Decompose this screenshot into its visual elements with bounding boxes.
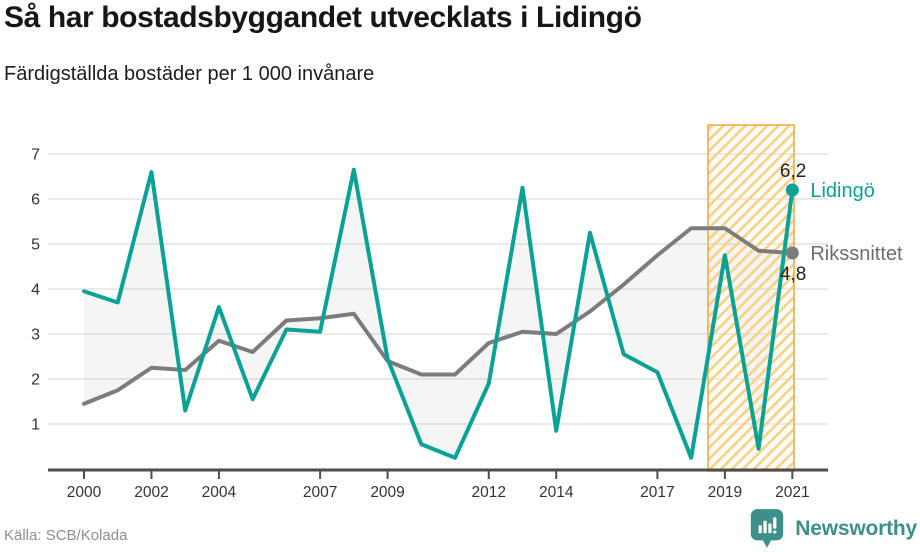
x-axis-label: 2009 — [370, 484, 404, 501]
x-axis-label: 2021 — [775, 484, 809, 501]
y-axis-labels: 1 2 3 4 5 6 7 — [31, 147, 40, 434]
series-end-value-lidingo: 6,2 — [780, 161, 806, 182]
y-axis-label: 4 — [31, 282, 40, 299]
series-name-label-lidingo: Lidingö — [810, 180, 875, 202]
newsworthy-bubble-chart-icon — [751, 509, 784, 548]
x-axis: 2000 2002 2004 2007 2009 2012 2014 2017 2019 2021 — [48, 468, 828, 501]
chart-title: Så har bostadsbyggandet utvecklats i Lid… — [4, 1, 642, 34]
chart-subtitle: Färdigställda bostäder per 1 000 invånar… — [4, 63, 375, 85]
series-line-lidingo — [82, 167, 795, 460]
x-axis-label: 2002 — [134, 484, 168, 501]
source-note: Källa: SCB/Kolada — [4, 527, 128, 544]
y-axis-label: 1 — [31, 417, 40, 434]
series-name-label-rikssnittet: Rikssnittet — [810, 243, 903, 265]
newsworthy-logo: Newsworthy — [748, 508, 917, 549]
newsworthy-wordmark: Newsworthy — [795, 516, 917, 540]
x-axis-label: 2019 — [708, 484, 742, 501]
y-axis-label: 3 — [31, 327, 40, 344]
y-axis-label: 2 — [31, 372, 40, 389]
y-axis-label: 7 — [31, 147, 40, 164]
area-between-series — [84, 169, 793, 458]
y-axis-label: 6 — [31, 192, 40, 209]
x-axis-label: 2017 — [640, 484, 674, 501]
x-axis-label: 2004 — [202, 484, 237, 501]
y-axis-label: 5 — [31, 237, 40, 254]
x-axis-label: 2012 — [472, 484, 506, 501]
x-axis-label: 2007 — [303, 484, 337, 501]
series-endpoint-dot-rikssnittet — [785, 246, 799, 260]
series-end-value-rikssnittet: 4,8 — [780, 264, 806, 285]
x-axis-label: 2000 — [67, 484, 102, 501]
gridlines — [48, 153, 828, 425]
series-endpoint-dot-lidingo — [785, 183, 799, 197]
x-axis-label: 2014 — [539, 484, 574, 501]
